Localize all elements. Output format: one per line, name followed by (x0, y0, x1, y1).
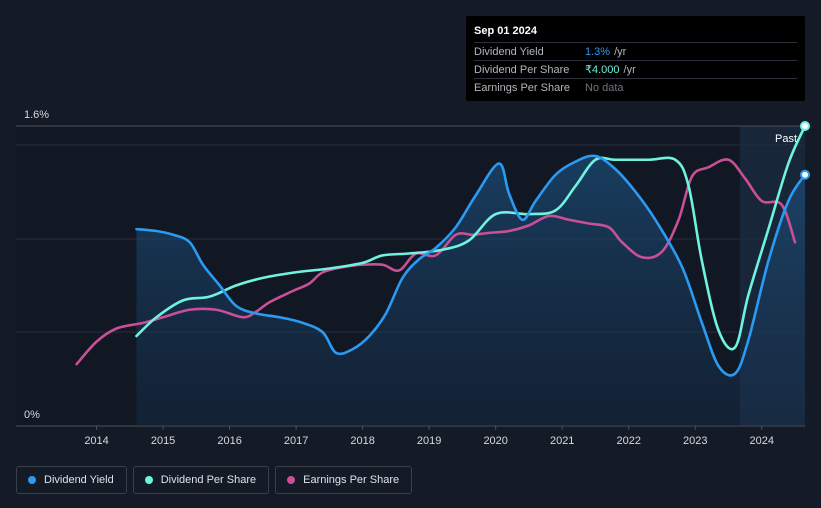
legend-label: Dividend Per Share (160, 474, 257, 486)
tooltip-row-earnings-per-share: Earnings Per Share No data (474, 78, 797, 96)
tooltip-label: Dividend Per Share (474, 63, 570, 76)
tooltip-label: Earnings Per Share (474, 81, 570, 94)
legend-earnings-per-share[interactable]: Earnings Per Share (275, 466, 413, 494)
tooltip-unit: /yr (623, 63, 636, 76)
legend-dot-icon (144, 476, 153, 484)
tooltip-row-dividend-per-share: Dividend Per Share ₹4.000 /yr (474, 60, 797, 78)
x-tick-label: 2015 (151, 435, 175, 447)
legend-label: Dividend Yield (44, 474, 114, 486)
legend-label: Earnings Per Share (303, 474, 400, 486)
x-tick-label: 2021 (550, 435, 574, 447)
series-end-marker (800, 121, 810, 131)
tooltip-row-dividend-yield: Dividend Yield 1.3% /yr (474, 42, 797, 60)
series-end-marker (800, 169, 810, 180)
past-label: Past (775, 133, 797, 145)
tooltip: Sep 01 2024 Dividend Yield 1.3% /yr Divi… (466, 16, 805, 101)
legend: Dividend Yield Dividend Per Share Earnin… (16, 466, 413, 494)
x-tick-label: 2023 (683, 435, 707, 447)
legend-dividend-per-share[interactable]: Dividend Per Share (132, 466, 270, 494)
x-tick-label: 2019 (417, 435, 441, 447)
x-tick-label: 2018 (350, 435, 374, 447)
tooltip-value: No data (585, 81, 624, 94)
x-tick-label: 2014 (84, 435, 108, 447)
y-tick-label: 1.6% (24, 109, 49, 121)
x-tick-label: 2016 (217, 435, 241, 447)
legend-dot-icon (287, 476, 296, 484)
series-line-dividend-per-share (135, 124, 807, 351)
x-tick-label: 2020 (483, 435, 507, 447)
tooltip-value: ₹4.000 (585, 64, 620, 76)
x-tick-label: 2024 (750, 435, 774, 447)
legend-dividend-yield[interactable]: Dividend Yield (16, 466, 127, 494)
series-line-dividend-yield (135, 154, 807, 377)
x-tick-label: 2017 (284, 435, 308, 447)
tooltip-unit: /yr (614, 45, 627, 58)
tooltip-date: Sep 01 2024 (474, 25, 537, 37)
legend-dot-icon (28, 476, 36, 484)
tooltip-value: 1.3% (585, 45, 611, 58)
series-area-dividend-yield (136, 155, 805, 426)
x-tick-label: 2022 (616, 435, 640, 447)
tooltip-label: Dividend Yield (474, 45, 544, 58)
y-tick-label: 0% (24, 409, 40, 421)
